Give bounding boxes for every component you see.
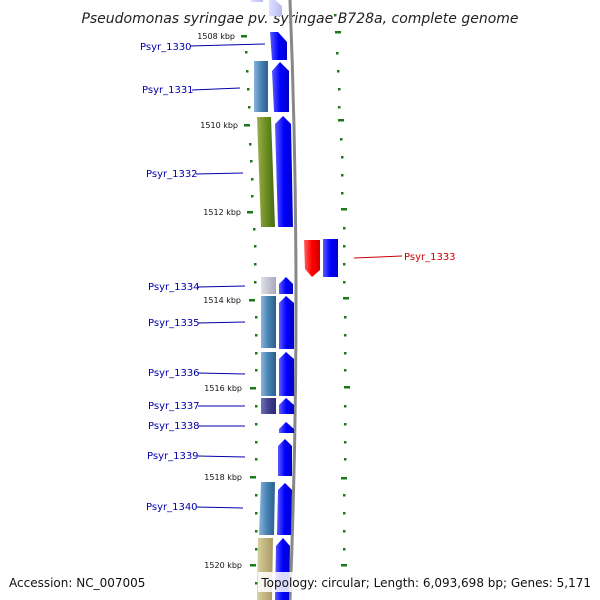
tick-label-1516: 1516 kbp	[204, 384, 242, 393]
tick-label-1520: 1520 kbp	[204, 561, 242, 570]
accession-text: Accession: NC_007005	[9, 576, 145, 590]
cds-arrow[interactable]	[279, 296, 294, 349]
cds-arrow[interactable]	[279, 422, 294, 433]
gene-label-psyr-1340[interactable]: Psyr_1340	[146, 502, 198, 513]
gene-label-psyr-1331[interactable]: Psyr_1331	[142, 85, 194, 96]
gene-arrow-partial-top[interactable]	[269, 0, 282, 16]
gene-label-psyr-1335[interactable]: Psyr_1335	[148, 318, 200, 329]
cds-arrow[interactable]	[279, 398, 294, 414]
tick-label-1512: 1512 kbp	[203, 208, 241, 217]
gene-label-psyr-1334[interactable]: Psyr_1334	[148, 282, 200, 293]
cog-bar-partial-top	[251, 0, 263, 2]
gene-label-psyr-1339[interactable]: Psyr_1339	[147, 451, 199, 462]
gene-psyr-1337[interactable]	[261, 398, 294, 414]
gene-label-psyr-1330[interactable]: Psyr_1330	[140, 42, 192, 53]
tick-label-1514: 1514 kbp	[203, 296, 241, 305]
gene-psyr-1336[interactable]	[261, 352, 294, 396]
label-leaders	[189, 43, 403, 509]
gene-psyr-1333[interactable]	[304, 239, 338, 277]
cog-bar	[257, 117, 275, 227]
gene-psyr-1330[interactable]	[270, 32, 287, 60]
cog-bar	[254, 61, 268, 112]
cds-arrow[interactable]	[279, 277, 293, 294]
gene-label-psyr-1332[interactable]: Psyr_1332	[146, 169, 198, 180]
gene-label-psyr-1336[interactable]: Psyr_1336	[148, 368, 200, 379]
gene-psyr-1339[interactable]	[278, 439, 292, 476]
cds-arrow[interactable]	[272, 62, 289, 112]
gene-label-psyr-1337[interactable]: Psyr_1337	[148, 401, 200, 412]
cog-bar	[261, 277, 276, 294]
gene-psyr-1332[interactable]	[257, 116, 293, 227]
map-title: Pseudomonas syringae pv. syringae B728a,…	[81, 11, 518, 27]
cog-bar	[261, 398, 276, 414]
cog-bar	[261, 352, 276, 396]
gene-psyr-1334[interactable]	[261, 277, 293, 294]
gene-label-psyr-1333[interactable]: Psyr_1333	[404, 252, 456, 263]
footer-background-right	[258, 572, 600, 592]
cds-arrow[interactable]	[275, 116, 293, 227]
cds-arrow[interactable]	[279, 352, 294, 396]
gene-psyr-1331[interactable]	[254, 61, 289, 112]
footer-background-left	[0, 572, 150, 592]
tick-label-1510: 1510 kbp	[200, 121, 238, 130]
gene-label-psyr-1338[interactable]: Psyr_1338	[148, 421, 200, 432]
right-ruler	[334, 14, 350, 585]
genome-backbone	[288, 0, 298, 600]
cds-arrow-reverse[interactable]	[304, 240, 320, 277]
cds-arrow[interactable]	[277, 483, 292, 535]
gene-psyr-1338[interactable]	[279, 422, 294, 433]
cds-arrow[interactable]	[270, 32, 287, 60]
gene-psyr-1340[interactable]	[259, 482, 292, 535]
tick-label-1518: 1518 kbp	[204, 473, 242, 482]
tick-label-1508: 1508 kbp	[197, 32, 235, 41]
cds-box[interactable]	[323, 239, 338, 277]
cds-arrow[interactable]	[278, 439, 292, 476]
cog-bar	[259, 482, 275, 535]
gene-psyr-1335[interactable]	[261, 296, 294, 349]
left-ruler	[241, 35, 258, 585]
cog-bar	[261, 296, 276, 348]
topology-text: Topology: circular; Length: 6,093,698 bp…	[260, 576, 591, 590]
